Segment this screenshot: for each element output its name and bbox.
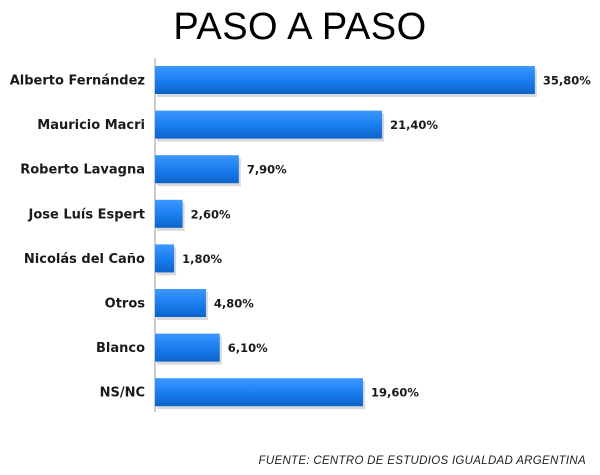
- category-label: Alberto Fernández: [10, 74, 145, 89]
- category-label: Mauricio Macri: [37, 118, 145, 133]
- category-label: Jose Luís Espert: [28, 207, 145, 222]
- chart-title: PASO A PASO: [173, 6, 427, 48]
- category-label: Roberto Lavagna: [20, 163, 145, 178]
- value-label: 35,80%: [543, 74, 591, 88]
- bar: [155, 155, 239, 184]
- bar: [155, 244, 175, 273]
- bar: [155, 333, 220, 362]
- category-label: Otros: [105, 297, 146, 312]
- value-label: 1,80%: [182, 252, 222, 266]
- bar: [155, 378, 363, 407]
- value-label: 4,80%: [214, 297, 254, 311]
- bar: [155, 110, 383, 139]
- value-label: 6,10%: [228, 341, 268, 355]
- value-label: 19,60%: [371, 386, 419, 400]
- source-note: FUENTE: CENTRO DE ESTUDIOS IGUALDAD ARGE…: [258, 455, 586, 467]
- bar: [155, 66, 535, 94]
- bar: [155, 289, 206, 317]
- value-label: 21,40%: [390, 118, 438, 132]
- category-label: Nicolás del Caño: [24, 252, 145, 267]
- value-label: 2,60%: [191, 207, 231, 221]
- category-label: NS/NC: [100, 386, 145, 401]
- value-label: 7,90%: [247, 163, 287, 177]
- bar: [155, 199, 183, 228]
- category-label: Blanco: [96, 341, 145, 356]
